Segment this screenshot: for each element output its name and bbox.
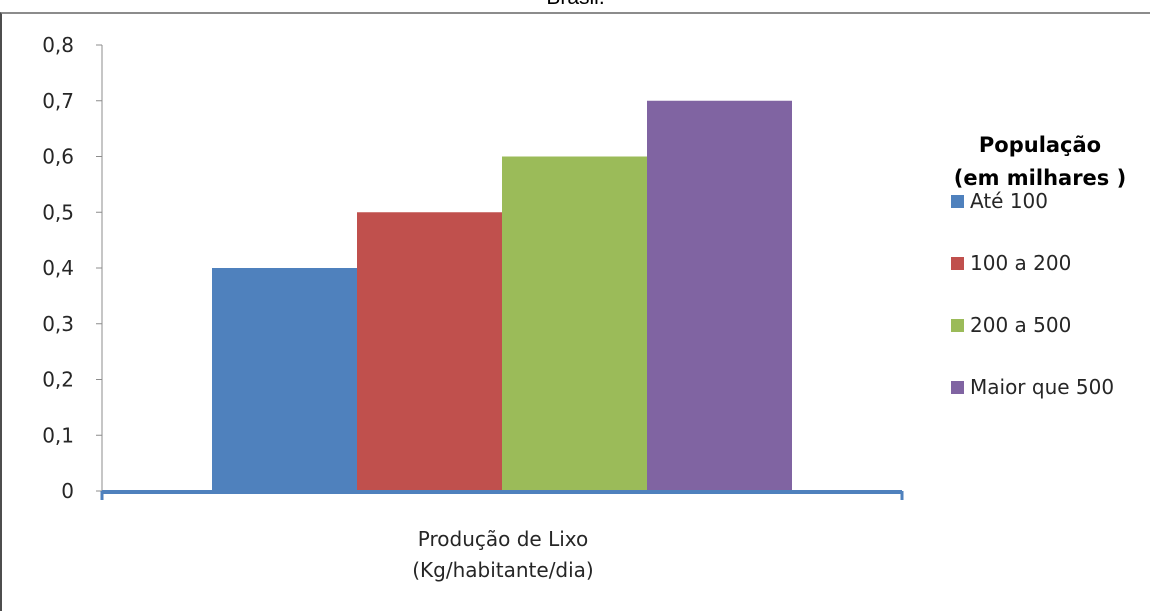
y-tick-label: 0,2 (42, 368, 74, 392)
x-axis-labels: Produção de Lixo (Kg/habitante/dia) (412, 527, 594, 582)
bar-1 (212, 268, 357, 491)
chart-frame (0, 12, 1150, 611)
y-tick-label: 0,6 (42, 145, 74, 169)
y-tick-label: 0,4 (42, 256, 74, 280)
y-tick-label: 0,3 (42, 312, 74, 336)
x-category-label-line: (Kg/habitante/dia) (412, 558, 594, 582)
x-category-label-line: Produção de Lixo (418, 527, 588, 551)
legend-swatch (951, 195, 964, 208)
y-axis: 0 0,1 0,2 0,3 0,4 0,5 0,6 0,7 0,8 (42, 33, 103, 503)
legend-swatch (951, 381, 964, 394)
legend-label: 200 a 500 (970, 313, 1071, 337)
legend-swatch (951, 319, 964, 332)
legend-label: 100 a 200 (970, 251, 1071, 275)
bar-2 (357, 212, 502, 491)
y-tick-label: 0,5 (42, 200, 74, 224)
legend-title-line: População (979, 133, 1101, 157)
bar-3 (502, 156, 647, 491)
y-tick-label: 0 (61, 479, 74, 503)
legend-swatch (951, 257, 964, 270)
bars (212, 100, 792, 491)
y-tick-label: 0,8 (42, 33, 74, 57)
bar-4 (647, 100, 792, 491)
legend-label: Maior que 500 (970, 375, 1114, 399)
legend: População (em milhares )Até 100 100 a 200 2… (951, 133, 1126, 399)
x-axis (100, 490, 904, 500)
y-tick-label: 0,1 (42, 423, 74, 447)
y-tick-label: 0,7 (42, 89, 74, 113)
legend-label: Até 100 (970, 189, 1048, 213)
chart-caption: Brasil. (0, 0, 1151, 10)
legend-title-line: (em milhares ) (954, 166, 1126, 190)
